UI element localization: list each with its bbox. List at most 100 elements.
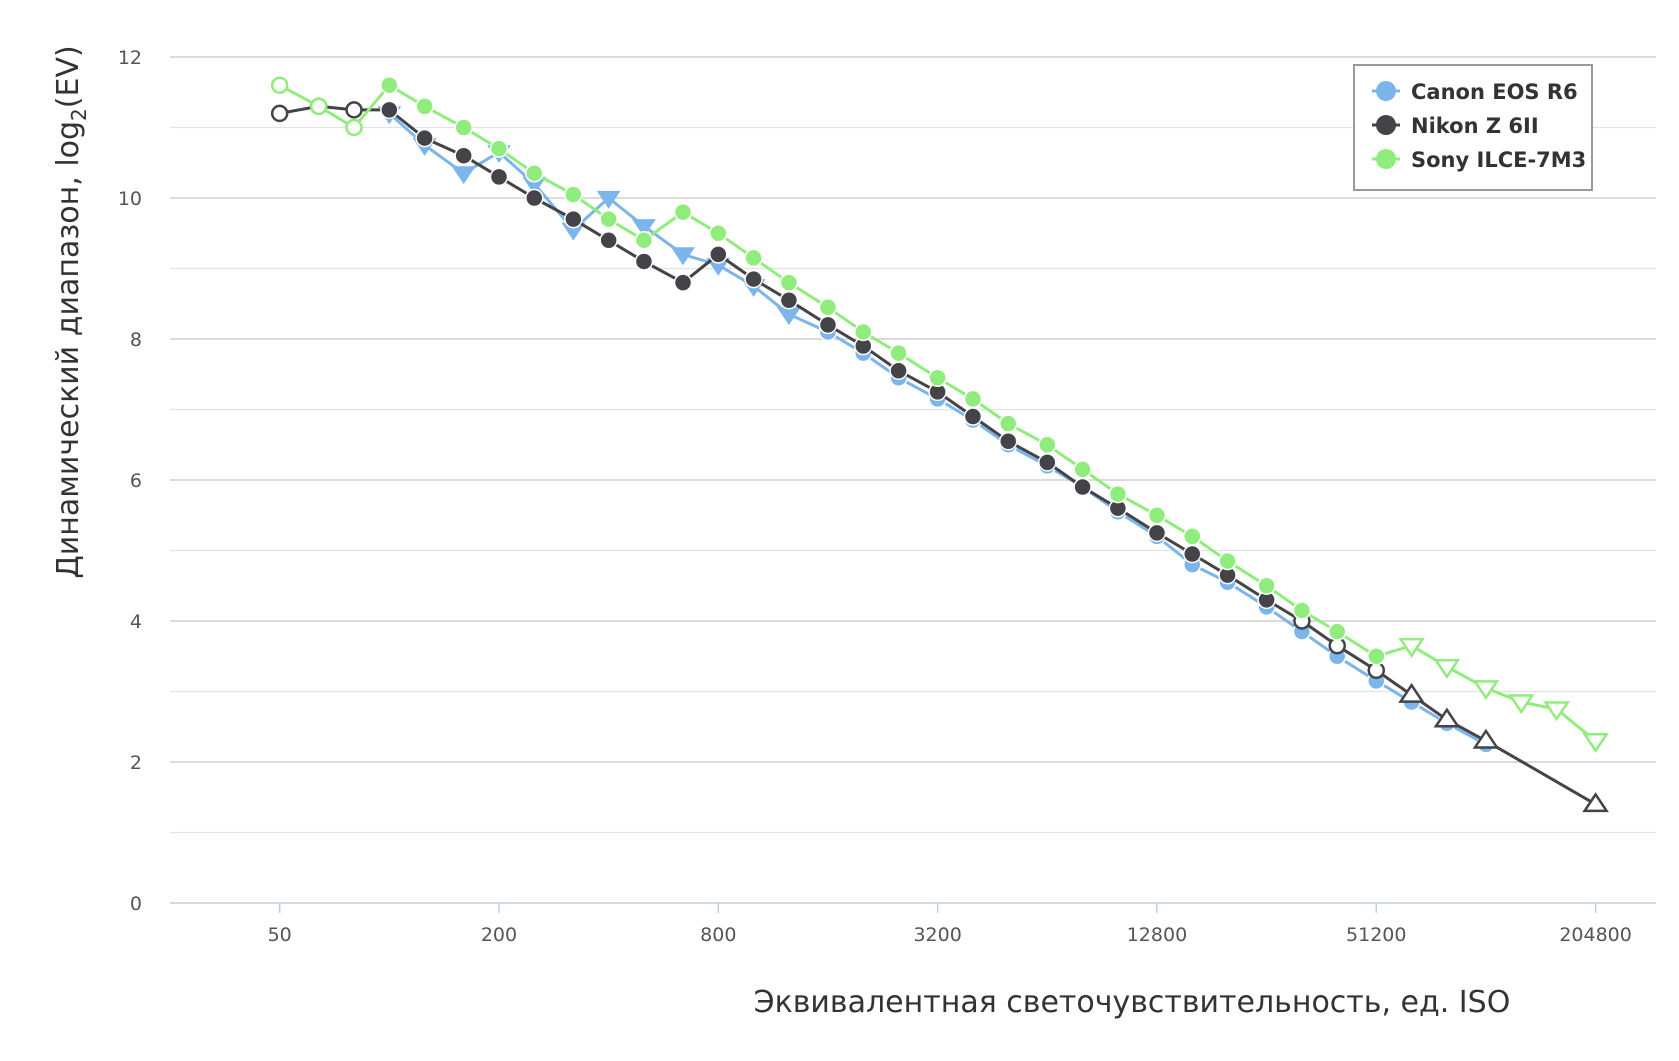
x-axis-ticks: 50 200 800 3200 12800 51200 204800 [268,903,1632,946]
series-line-nikon-z-6ii [279,104,1597,806]
data-point-nikon-z-6ii[interactable] [1582,792,1609,813]
data-point-nikon-z-6ii[interactable] [415,128,434,148]
data-point-sony-ilce-7m3[interactable] [779,273,799,292]
data-point-sony-ilce-7m3[interactable] [928,368,947,388]
y-tick-label: 8 [130,329,142,351]
legend-item-canon-eos-r6[interactable]: Canon EOS R6 [1372,80,1578,104]
data-point-sony-ilce-7m3[interactable] [309,97,328,116]
legend-symbol [1376,115,1396,135]
data-point-sony-ilce-7m3[interactable] [1327,622,1347,641]
data-point-sony-ilce-7m3[interactable] [744,248,763,268]
data-point-canon-eos-r6[interactable] [596,190,621,209]
data-point-sony-ilce-7m3[interactable] [818,298,838,317]
legend-label: Nikon Z 6II [1411,114,1539,138]
x-axis-title: Эквивалентная светочувствительность, ед.… [754,985,1511,1020]
data-point-sony-ilce-7m3[interactable] [1292,601,1312,620]
data-point-sony-ilce-7m3[interactable] [854,322,873,342]
data-point-nikon-z-6ii[interactable] [673,273,693,292]
legend-symbol [1376,81,1396,101]
data-point-nikon-z-6ii[interactable] [889,361,908,380]
data-point-nikon-z-6ii[interactable] [599,231,618,250]
data-point-nikon-z-6ii[interactable] [345,101,363,119]
data-point-sony-ilce-7m3[interactable] [1543,701,1570,722]
y-tick-label: 2 [130,752,142,774]
data-point-nikon-z-6ii[interactable] [564,209,583,229]
data-point-canon-eos-r6[interactable] [776,307,801,326]
y-tick-label: 12 [118,47,142,69]
data-point-nikon-z-6ii[interactable] [779,290,799,310]
data-point-nikon-z-6ii[interactable] [1398,682,1425,703]
data-point-nikon-z-6ii[interactable] [1073,477,1092,497]
series-sony-ilce-7m3 [270,75,1609,754]
legend-label: Canon EOS R6 [1411,80,1578,104]
data-point-sony-ilce-7m3[interactable] [345,118,363,137]
y-tick-label: 4 [130,611,142,633]
x-tick-label: 50 [268,924,292,946]
x-tick-label: 800 [700,924,736,946]
data-point-sony-ilce-7m3[interactable] [1108,484,1128,504]
series-layer [270,75,1609,813]
data-point-nikon-z-6ii[interactable] [1038,453,1057,472]
data-point-sony-ilce-7m3[interactable] [1582,733,1609,754]
data-point-canon-eos-r6[interactable] [451,166,476,185]
data-point-sony-ilce-7m3[interactable] [1073,460,1092,479]
data-point-sony-ilce-7m3[interactable] [1183,527,1202,546]
data-point-nikon-z-6ii[interactable] [1433,707,1461,728]
data-point-sony-ilce-7m3[interactable] [1218,551,1237,571]
data-point-sony-ilce-7m3[interactable] [1433,658,1461,679]
data-point-sony-ilce-7m3[interactable] [380,75,399,95]
data-point-sony-ilce-7m3[interactable] [963,389,983,409]
series-nikon-z-6ii [270,97,1609,813]
data-point-sony-ilce-7m3[interactable] [1507,694,1535,715]
data-point-sony-ilce-7m3[interactable] [525,164,544,183]
data-point-sony-ilce-7m3[interactable] [673,202,693,222]
data-point-sony-ilce-7m3[interactable] [564,185,583,204]
data-point-sony-ilce-7m3[interactable] [1147,506,1167,525]
legend-item-sony-ilce-7m3[interactable]: Sony ILCE-7M3 [1372,148,1586,172]
data-point-nikon-z-6ii[interactable] [525,188,544,208]
x-tick-label: 51200 [1346,924,1406,946]
data-point-nikon-z-6ii[interactable] [998,431,1018,451]
data-point-nikon-z-6ii[interactable] [963,407,983,426]
data-point-nikon-z-6ii[interactable] [634,252,654,271]
data-point-sony-ilce-7m3[interactable] [270,76,289,94]
data-point-sony-ilce-7m3[interactable] [1472,680,1500,701]
data-point-sony-ilce-7m3[interactable] [599,209,618,229]
data-point-canon-eos-r6[interactable] [671,247,695,266]
data-point-nikon-z-6ii[interactable] [818,315,838,335]
data-point-sony-ilce-7m3[interactable] [709,224,728,243]
y-tick-label: 0 [130,893,142,915]
data-point-canon-eos-r6[interactable] [632,219,656,238]
data-point-nikon-z-6ii[interactable] [489,167,509,187]
data-point-nikon-z-6ii[interactable] [270,104,289,123]
x-tick-label: 12800 [1127,924,1187,946]
x-tick-label: 200 [481,924,517,946]
data-point-nikon-z-6ii[interactable] [1183,544,1202,564]
data-point-nikon-z-6ii[interactable] [709,245,728,264]
data-point-sony-ilce-7m3[interactable] [1398,637,1425,658]
data-point-sony-ilce-7m3[interactable] [1257,576,1276,595]
legend-item-nikon-z-6ii[interactable]: Nikon Z 6II [1372,114,1539,138]
data-point-sony-ilce-7m3[interactable] [1038,435,1057,454]
data-point-nikon-z-6ii[interactable] [454,146,473,165]
data-point-nikon-z-6ii[interactable] [744,269,763,289]
data-point-sony-ilce-7m3[interactable] [634,231,654,250]
legend-label: Sony ILCE-7M3 [1411,148,1586,172]
grid-lines [170,56,1656,904]
data-point-sony-ilce-7m3[interactable] [889,343,908,363]
data-point-sony-ilce-7m3[interactable] [415,97,434,116]
data-point-sony-ilce-7m3[interactable] [1367,647,1386,666]
x-tick-label: 204800 [1559,924,1632,946]
data-point-sony-ilce-7m3[interactable] [998,414,1018,433]
data-point-sony-ilce-7m3[interactable] [454,118,473,137]
data-point-nikon-z-6ii[interactable] [380,100,399,120]
y-axis-ticks: 0 2 4 6 8 10 12 [118,47,142,915]
legend-symbol [1376,149,1396,169]
legend[interactable]: Canon EOS R6 Nikon Z 6II Sony ILCE-7M3 [1353,64,1593,191]
y-tick-label: 6 [130,470,142,492]
data-point-nikon-z-6ii[interactable] [1472,728,1500,749]
data-point-nikon-z-6ii[interactable] [1147,523,1167,543]
y-axis-title: Динамический диапазон, log2(EV) [51,45,91,578]
data-point-sony-ilce-7m3[interactable] [489,139,509,158]
